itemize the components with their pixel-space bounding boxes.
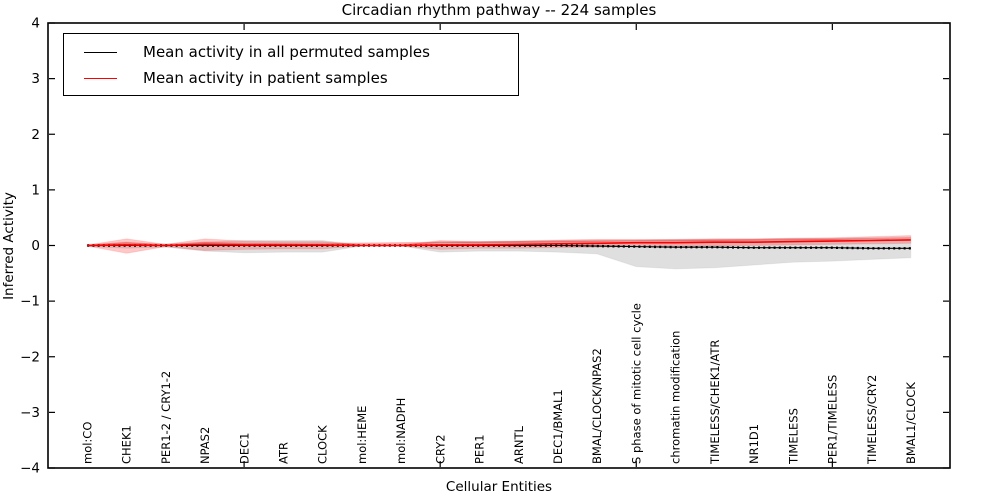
category-label: DEC1/BMAL1: [551, 389, 565, 464]
y-tick-label: 4: [31, 16, 40, 32]
patient-mean-line: [87, 239, 911, 247]
legend-box: Mean activity in all permuted samples Me…: [63, 33, 519, 96]
x-axis-label: Cellular Entities: [445, 479, 553, 495]
legend-label-permuted: Mean activity in all permuted samples: [143, 43, 430, 61]
category-label: S phase of mitotic cell cycle: [629, 303, 643, 464]
y-tick-label: 2: [31, 127, 40, 143]
category-label: CRY2: [433, 434, 447, 464]
category-label: PER1-2 / CRY1-2: [159, 371, 173, 464]
y-tick-label: 1: [31, 182, 40, 198]
category-label: CHEK1: [120, 425, 134, 464]
y-tick-label: 3: [31, 71, 40, 87]
legend-label-patient: Mean activity in patient samples: [143, 69, 388, 87]
category-label: NPAS2: [198, 427, 212, 464]
legend-item-permuted: Mean activity in all permuted samples: [84, 39, 506, 65]
patient-samples-range-inner-band: [87, 237, 911, 246]
category-label: BMAL/CLOCK/NPAS2: [590, 348, 604, 464]
y-tick-label: −3: [20, 405, 40, 421]
category-label: BMAL1/CLOCK: [904, 382, 918, 464]
category-label: ARNTL: [512, 426, 526, 464]
category-label: ATR: [277, 442, 291, 464]
category-label: mol:CO: [80, 422, 94, 464]
category-label: chromatin modification: [669, 331, 683, 464]
permuted-mean-markers: [87, 244, 911, 250]
category-label: TIMELESS/CRY2: [865, 375, 879, 465]
patient-line-swatch: [84, 77, 117, 79]
category-label: PER1/TIMELESS: [826, 375, 840, 464]
chart-title: Circadian rhythm pathway -- 224 samples: [341, 1, 657, 19]
category-label: mol:HEME: [355, 406, 369, 464]
plot-frame: [47, 22, 951, 469]
legend-item-patient: Mean activity in patient samples: [84, 65, 506, 91]
category-label: CLOCK: [316, 425, 330, 464]
y-tick-label: −4: [20, 461, 40, 477]
category-label: mol:NADPH: [394, 398, 408, 464]
category-label: NR1D1: [747, 424, 761, 464]
category-label: TIMELESS/CHEK1/ATR: [708, 340, 722, 465]
permuted-line-swatch: [84, 51, 117, 53]
category-label: TIMELESS: [786, 408, 800, 465]
category-label: DEC1: [237, 433, 251, 464]
y-tick-label: 0: [31, 238, 40, 254]
y-tick-label: −1: [20, 294, 40, 310]
y-tick-label: −2: [20, 349, 40, 365]
y-axis-label: Inferred Activity: [1, 192, 17, 300]
category-label: PER1: [473, 434, 487, 464]
